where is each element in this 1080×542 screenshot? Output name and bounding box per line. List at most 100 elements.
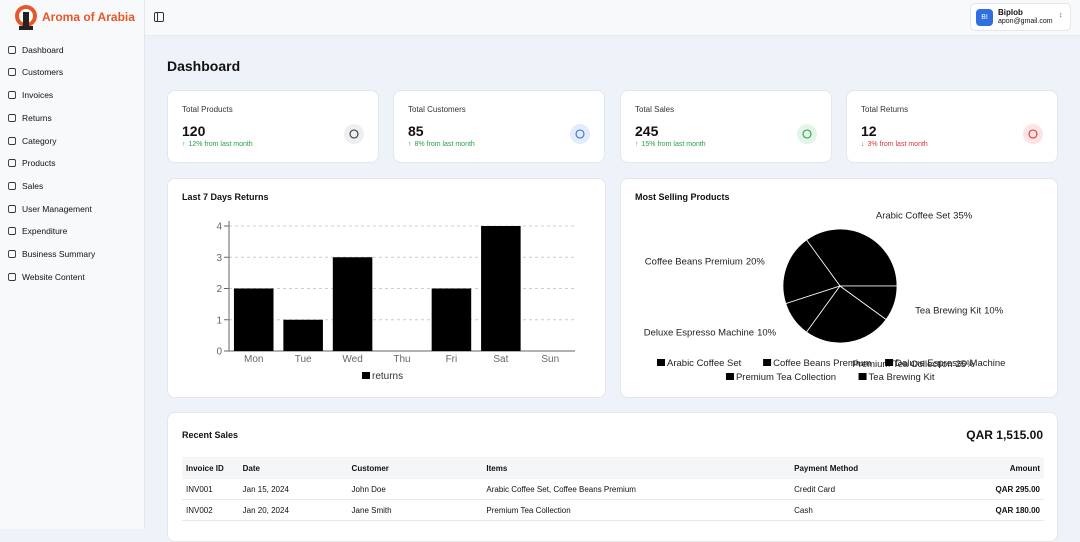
icon-glyph [349, 129, 359, 139]
nav-item[interactable]: Business Summary [8, 244, 136, 264]
nav-icon [8, 250, 16, 258]
stat-label: Total Returns [861, 105, 909, 114]
icon-shape [8, 159, 16, 167]
cell: QAR 295.00 [932, 479, 1044, 500]
nav-icon [8, 91, 16, 99]
topbar: BI Biplob apon@gmail.com ↕ [145, 0, 1080, 36]
slice-name: Arabic Coffee Set [876, 211, 951, 222]
slice-value: 10% [984, 305, 1004, 316]
x-tick-label: Sat [493, 354, 508, 365]
nav-item[interactable]: User Management [8, 199, 136, 219]
cell: Jane Smith [351, 499, 487, 521]
nav-item[interactable]: Dashboard [8, 40, 136, 60]
y-tick-label: 1 [216, 315, 222, 326]
pie-chart: Arabic Coffee Set 35% Coffee Beans Premium… [644, 211, 1006, 383]
nav-item[interactable]: Customers [8, 62, 136, 82]
cell: Jan 15, 2024 [242, 479, 352, 500]
legend-label: Tea Brewing Kit [869, 372, 935, 383]
cell: Premium Tea Collection [486, 499, 795, 521]
nav-label: Sales [22, 181, 44, 191]
stat-label: Total Customers [408, 105, 466, 114]
bar [233, 288, 274, 351]
cell: Jan 20, 2024 [242, 499, 352, 521]
nav-item[interactable]: Products [8, 153, 136, 173]
column-header: Customer [351, 457, 487, 479]
nav-icon [8, 46, 16, 54]
sidebar-toggle[interactable] [154, 12, 164, 22]
cell: John Doe [351, 479, 487, 500]
slice-name: Tea Brewing Kit [915, 305, 981, 316]
icon-shape [8, 91, 16, 99]
nav-icon [8, 114, 16, 122]
icon-shape [8, 68, 16, 76]
trend-arrow: ↑ [182, 141, 186, 148]
icon [575, 129, 585, 139]
nav-label: Website Content [22, 272, 85, 282]
y-tick-label: 0 [216, 347, 222, 358]
icon-shape [8, 46, 16, 54]
change-text: 12% from last month [188, 141, 253, 148]
slice-name: Deluxe Espresso Machine [644, 327, 754, 338]
slice-label: Coffee Beans Premium 20% [645, 257, 766, 268]
stat-change: ↑ 15% from last month [635, 141, 706, 148]
column-header: Date [242, 457, 352, 479]
cell: INV002 [182, 499, 243, 521]
stat-value: 120 [182, 123, 206, 139]
pie-slice [838, 285, 898, 321]
icon-shape [8, 205, 16, 213]
cell: Cash [794, 499, 933, 521]
slice-value: 25% [956, 359, 976, 370]
sales-row[interactable]: INV002 Jan 20, 2024 Jane Smith Premium Tea … [182, 499, 1044, 521]
x-tick-label: Tue [295, 354, 312, 365]
sales-total: QAR 1,515.00 [966, 428, 1043, 442]
nav-label: User Management [22, 204, 92, 214]
nav-label: Expenditure [22, 226, 68, 236]
icon-shape [8, 250, 16, 258]
sales-row[interactable]: INV001 Jan 15, 2024 John Doe Arabic Coffee … [182, 479, 1044, 500]
stat-value: 245 [635, 123, 659, 139]
nav-label: Dashboard [22, 45, 64, 55]
slice-label: Premium Tea Collection 25% [852, 359, 975, 370]
nav-item[interactable]: Expenditure [8, 221, 136, 241]
user-menu[interactable]: BI Biplob apon@gmail.com ↕ [970, 3, 1071, 31]
icon [1028, 129, 1038, 139]
nav-item[interactable]: Category [8, 131, 136, 151]
stat-label: Total Products [182, 105, 233, 114]
sidebar: Aroma of Arabia Dashboard Customers Invoic… [0, 0, 145, 529]
icon-glyph [802, 129, 812, 139]
icon-glyph [575, 129, 585, 139]
stat-label: Total Sales [635, 105, 675, 114]
cell: Credit Card [794, 479, 933, 500]
user-name: Biplob [998, 8, 1023, 17]
slice-label: Tea Brewing Kit 10% [915, 305, 1004, 316]
nav-item[interactable]: Invoices [8, 85, 136, 105]
nav-label: Customers [22, 67, 64, 77]
chart-title: Last 7 Days Returns [182, 192, 269, 202]
nav-label: Business Summary [22, 249, 96, 259]
icon-shape [8, 114, 16, 122]
sales-table: Invoice ID Date Customer Items Payment Metho… [182, 457, 1044, 521]
nav-item[interactable]: Returns [8, 108, 136, 128]
page-title: Dashboard [167, 58, 241, 74]
y-tick-label: 3 [216, 253, 222, 264]
y-tick-label: 4 [216, 222, 222, 233]
stat-card: Total Sales 245 ↑ 15% from last month [620, 90, 832, 163]
nav-icon [8, 68, 16, 76]
nav-item[interactable]: Sales [8, 176, 136, 196]
nav-item[interactable]: Website Content [8, 267, 136, 287]
pie-slice [782, 239, 841, 305]
column-header: Payment Method [794, 457, 933, 479]
icon-shape [8, 273, 16, 281]
slice-value: 35% [953, 211, 973, 222]
y-tick-label: 2 [216, 284, 222, 295]
stat-card: Total Returns 12 ↓ 3% from last month [846, 90, 1058, 163]
stat-change: ↑ 8% from last month [408, 141, 475, 148]
bar [283, 319, 323, 351]
header-row: Invoice ID Date Customer Items Payment Metho… [182, 457, 1044, 479]
change-text: 3% from last month [867, 141, 928, 148]
nav-label: Products [22, 158, 56, 168]
nav-icon [8, 137, 16, 145]
nav-icon [8, 227, 16, 235]
x-tick-label: Wed [342, 354, 362, 365]
icon [802, 129, 812, 139]
